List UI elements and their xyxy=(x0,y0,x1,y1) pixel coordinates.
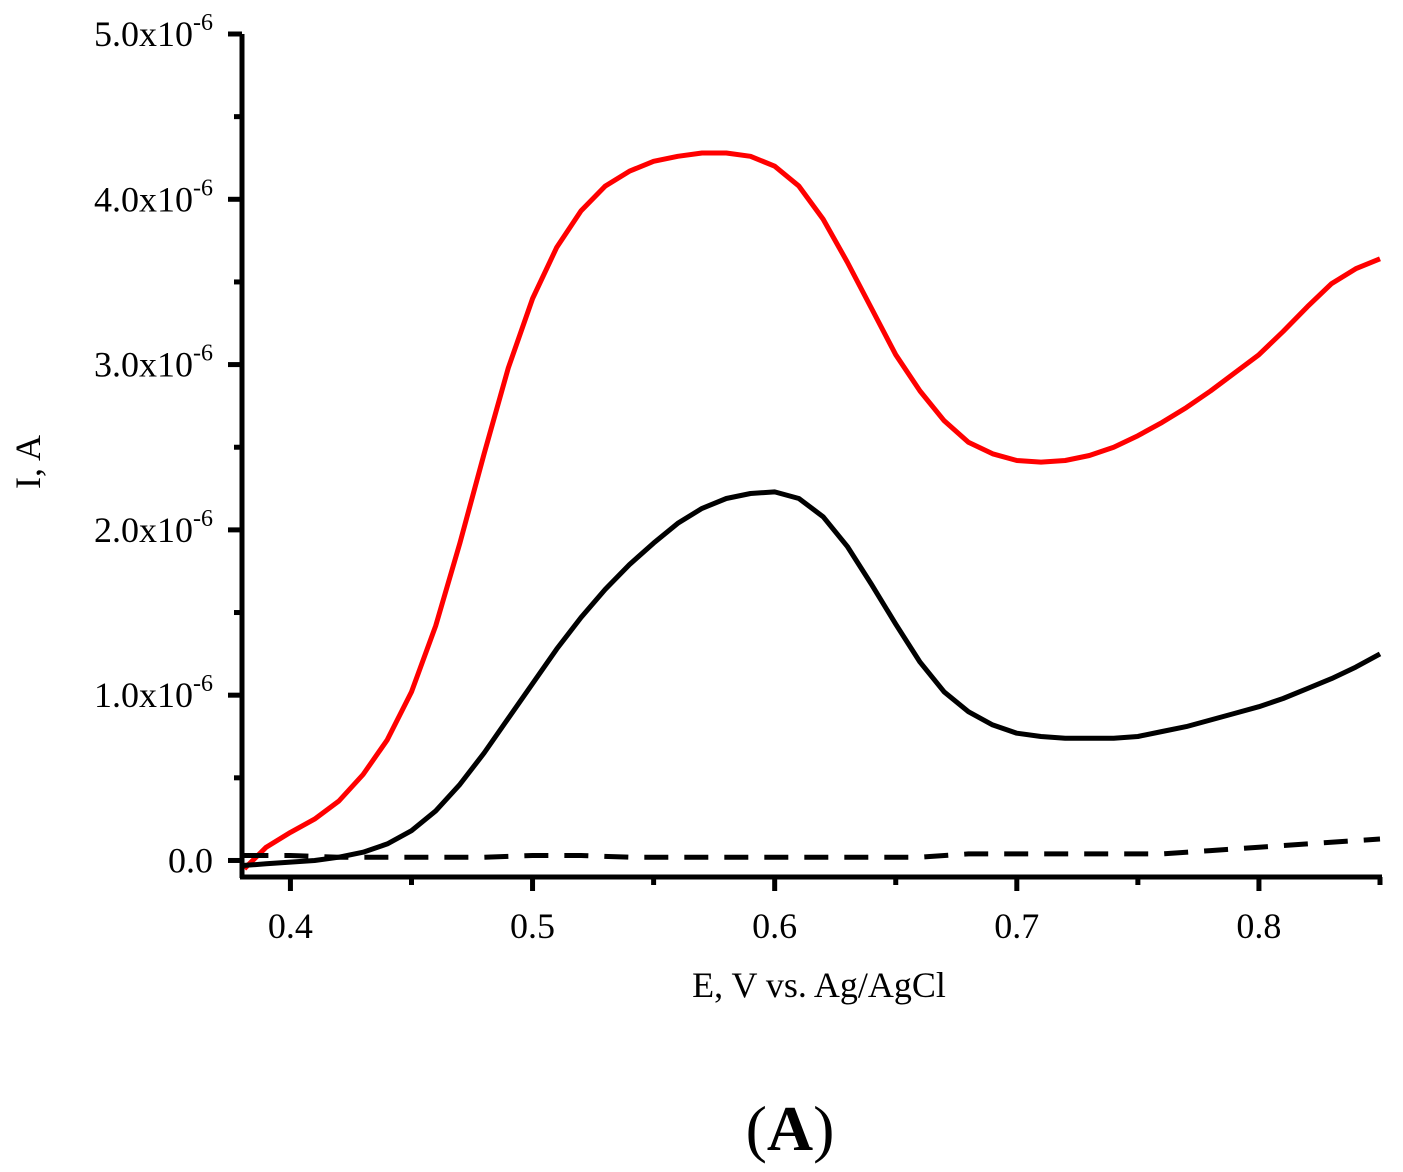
y-tick-label: 2.0x10-6 xyxy=(94,506,213,550)
y-axis-title: I, A xyxy=(8,435,48,489)
y-tick-label: 3.0x10-6 xyxy=(94,341,213,385)
x-axis-title: E, V vs. Ag/AgCl xyxy=(692,965,946,1005)
y-tick-label: 0.0 xyxy=(168,840,213,880)
x-tick-label: 0.8 xyxy=(1236,906,1281,946)
series-layer xyxy=(242,150,1382,871)
x-tick-label: 0.6 xyxy=(752,906,797,946)
ticks-layer: 0.0 1.0x10-6 2.0x10-6 3.0x10-6 4.0x10-6 5.0x1… xyxy=(94,10,1383,946)
series-line-3 xyxy=(244,836,1381,860)
y-tick-label: 4.0x10-6 xyxy=(94,175,213,219)
y-tick-label: 5.0x10-6 xyxy=(94,10,213,54)
series-line-1 xyxy=(242,150,1381,871)
axes-layer xyxy=(239,34,1382,880)
panel-label: (A) xyxy=(746,1093,835,1164)
x-tick-label: 0.4 xyxy=(268,906,313,946)
series-line-2 xyxy=(244,489,1382,868)
x-tick-label: 0.7 xyxy=(994,906,1039,946)
y-tick-label: 1.0x10-6 xyxy=(94,671,213,715)
x-tick-label: 0.5 xyxy=(510,906,555,946)
